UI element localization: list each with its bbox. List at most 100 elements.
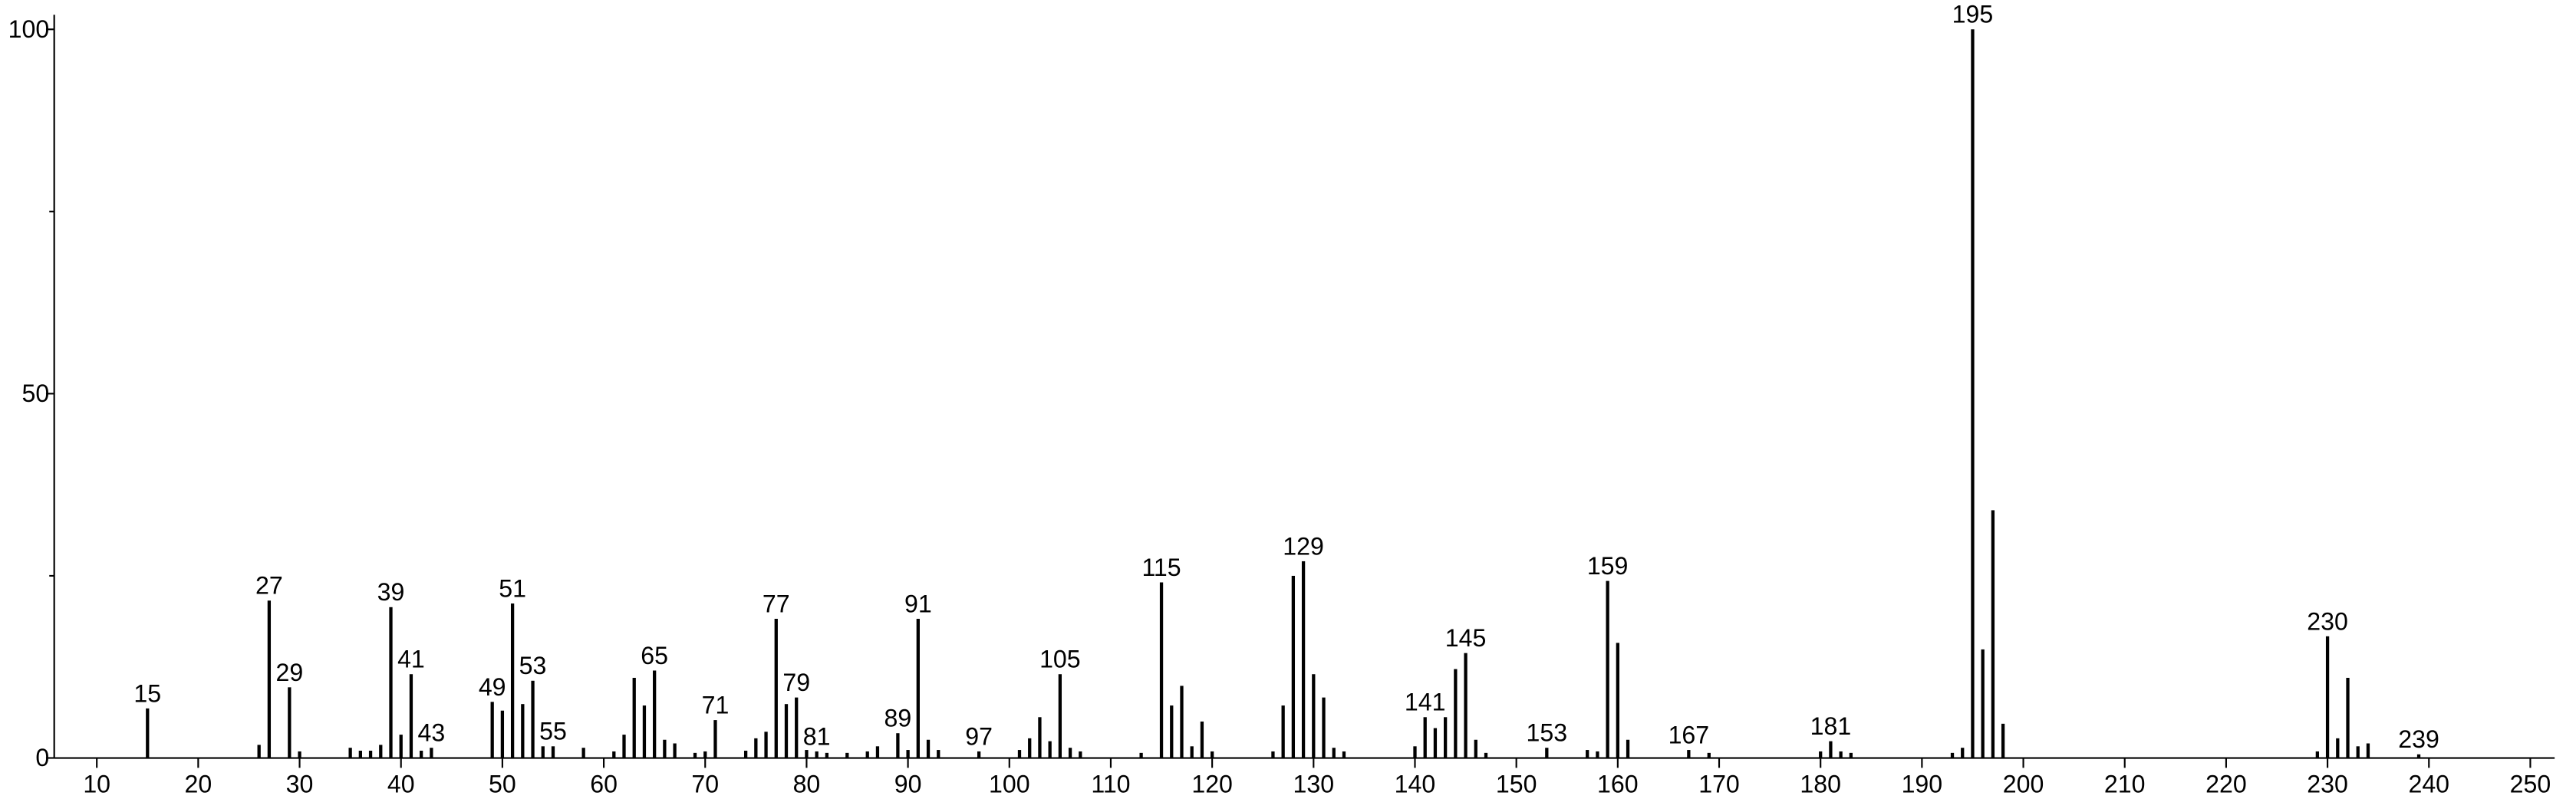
peak — [1971, 29, 1975, 758]
peak — [1950, 752, 1955, 758]
peak — [1413, 746, 1417, 758]
peak — [1159, 582, 1164, 758]
peak — [1079, 751, 1082, 758]
x-tick-label: 230 — [2307, 770, 2348, 797]
peak — [2346, 677, 2350, 758]
peak — [1017, 750, 1022, 758]
peak — [642, 705, 647, 758]
peak — [653, 670, 657, 758]
peak — [379, 745, 383, 758]
peak — [795, 697, 799, 758]
peak-label: 65 — [641, 642, 668, 669]
peak — [743, 751, 748, 758]
peak — [1423, 717, 1427, 758]
peak — [2325, 636, 2330, 758]
peak — [1819, 751, 1823, 758]
x-tick-label: 150 — [1496, 770, 1537, 797]
peak — [774, 619, 778, 758]
x-tick-label: 60 — [590, 770, 618, 797]
peak — [764, 732, 768, 758]
peak — [2336, 738, 2340, 758]
peak-label: 115 — [1141, 554, 1181, 581]
y-tick-label: 50 — [22, 380, 50, 407]
peak — [622, 735, 626, 758]
peak — [1038, 717, 1042, 758]
peak — [1312, 674, 1316, 758]
peak — [673, 743, 677, 758]
x-tick-label: 40 — [387, 770, 415, 797]
peak — [875, 746, 880, 758]
peak-label: 230 — [2307, 607, 2348, 635]
peak — [1139, 752, 1143, 758]
peak — [632, 677, 636, 758]
x-tick-label: 100 — [989, 770, 1030, 797]
x-tick-label: 90 — [894, 770, 922, 797]
peak — [1707, 752, 1711, 758]
x-tick-label: 250 — [2510, 770, 2551, 797]
peak — [926, 739, 931, 758]
peak — [510, 603, 515, 758]
peak — [805, 750, 809, 758]
peak-label: 79 — [782, 669, 810, 696]
x-tick-label: 110 — [1091, 770, 1130, 797]
peak — [937, 750, 940, 758]
peak — [1444, 717, 1448, 758]
peak — [825, 752, 829, 758]
peak — [865, 751, 869, 758]
peak-label: 51 — [499, 575, 526, 603]
x-tick-label: 30 — [286, 770, 314, 797]
peak — [1839, 751, 1843, 758]
peak-label: 77 — [763, 590, 790, 617]
peak — [1596, 751, 1599, 758]
peak — [703, 751, 707, 758]
x-tick-label: 180 — [1800, 770, 1841, 797]
peak — [267, 600, 272, 758]
peak — [1433, 728, 1438, 758]
peak — [389, 607, 393, 758]
peak — [1545, 748, 1549, 758]
peak — [1170, 705, 1174, 758]
peak-label: 129 — [1283, 532, 1324, 560]
peak — [1342, 751, 1346, 758]
peak — [612, 751, 616, 758]
peak — [1981, 649, 1985, 758]
peak — [1301, 561, 1306, 758]
peak — [1028, 738, 1032, 758]
peak — [896, 733, 900, 758]
peak — [1281, 705, 1285, 758]
peak — [713, 720, 717, 758]
peak — [916, 619, 920, 758]
peak-label: 167 — [1668, 722, 1710, 749]
peak-label: 145 — [1445, 624, 1487, 652]
y-tick-label: 0 — [35, 744, 49, 771]
peak — [1200, 721, 1204, 758]
peak-label: 105 — [1039, 646, 1081, 673]
peak-label: 181 — [1810, 712, 1852, 740]
peak-label: 97 — [965, 722, 993, 750]
peak — [500, 710, 505, 758]
x-tick-label: 160 — [1597, 770, 1639, 797]
peak — [288, 687, 292, 758]
peak — [1626, 739, 1630, 758]
peak-label: 239 — [2398, 725, 2439, 753]
peak — [298, 751, 301, 758]
x-tick-label: 20 — [185, 770, 212, 797]
peak — [1332, 748, 1336, 758]
peak — [490, 702, 494, 758]
peak-label: 39 — [377, 578, 405, 606]
peak — [348, 748, 352, 758]
peak — [1180, 686, 1184, 758]
peak-label: 29 — [275, 659, 303, 686]
peak — [1829, 741, 1833, 758]
x-tick-label: 220 — [2205, 770, 2247, 797]
peak — [2356, 746, 2360, 758]
peak-label: 89 — [884, 705, 912, 732]
peak — [754, 738, 758, 758]
peak — [551, 746, 555, 758]
peak-label: 159 — [1587, 552, 1629, 580]
peak-label: 53 — [519, 652, 547, 679]
y-tick-label: 100 — [8, 15, 50, 43]
peak — [531, 680, 535, 758]
